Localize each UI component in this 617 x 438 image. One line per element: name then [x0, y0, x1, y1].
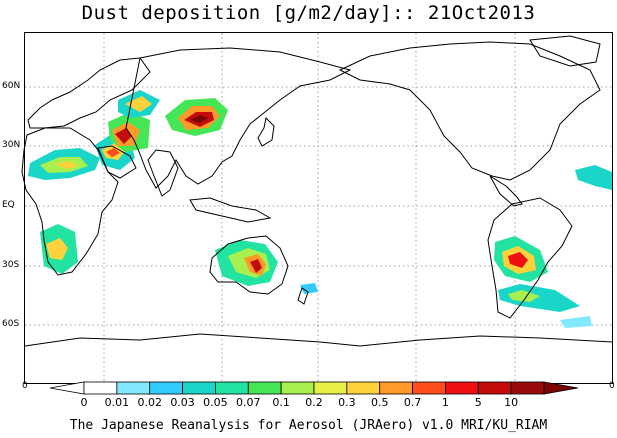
coast-central-america: [489, 175, 523, 207]
lat-label-60n: 60N: [2, 81, 21, 91]
colorbar-tick-label: 0: [80, 396, 88, 409]
credit-footer: The Japanese Reanalysis for Aerosol (JRA…: [69, 418, 548, 433]
coast-south-america: [487, 197, 573, 319]
colorbar-tick-label: 0.07: [236, 396, 261, 409]
colorbar-tick-label: 0.2: [305, 396, 323, 409]
colorbar-cell: [510, 381, 545, 395]
colorbar-tick-label: 5: [474, 396, 482, 409]
map-title: Dust deposition [g/m2/day]:: 21Oct2013: [81, 2, 536, 24]
colorbar-cell: [247, 381, 282, 395]
colorbar-cell: [182, 381, 216, 395]
dust-deposition-field: [28, 90, 612, 328]
colorbar-tick-label: 1: [441, 396, 449, 409]
coast-arabia: [97, 145, 137, 179]
colorbar-cell: [445, 381, 479, 395]
colorbar-cell: [83, 381, 118, 395]
colorbar-cell: [49, 381, 85, 395]
colorbar-cell: [280, 381, 315, 395]
colorbar-cell: [477, 381, 512, 395]
coast-greenland: [529, 35, 601, 67]
lat-label-eq: EQ: [2, 200, 15, 210]
colorbar-tick-label: 0.02: [137, 396, 162, 409]
coast-antarctica: [24, 333, 613, 347]
coast-north-america: [338, 41, 601, 181]
colorbar-tick-label: 0.01: [104, 396, 130, 409]
coast-europe: [27, 57, 151, 129]
colorbar-tick-label: 0.05: [203, 396, 228, 409]
colorbar-cell: [412, 381, 446, 395]
colorbar-cell: [346, 381, 381, 395]
colorbar-tick-label: 0.03: [170, 396, 195, 409]
colorbar-tick-label: 0.1: [272, 396, 290, 409]
colorbar-tick-label: 0.7: [403, 396, 422, 409]
colorbar-tick-label: 0.3: [338, 396, 356, 409]
coast-australia: [209, 235, 289, 295]
colorbar-cell: [379, 381, 413, 395]
lat-label-30n: 30N: [2, 140, 21, 150]
colorbar-tick-label: 10: [504, 396, 519, 409]
colorbar: [49, 381, 579, 395]
lon-label-right: 0: [609, 381, 615, 391]
coast-africa: [21, 127, 119, 276]
lon-label-left: 0: [22, 381, 28, 391]
coast-japan: [257, 116, 275, 147]
graticule: [25, 33, 612, 383]
coast-asia: [125, 47, 352, 189]
colorbar-cell: [116, 381, 151, 395]
lat-label-60s: 60S: [2, 319, 20, 329]
colorbar-cell: [215, 381, 249, 395]
lat-label-30s: 30S: [2, 260, 20, 270]
coast-indonesia: [189, 197, 272, 223]
coast-india: [147, 149, 179, 197]
colorbar-cell: [313, 381, 348, 395]
colorbar-cell: [149, 381, 183, 395]
colorbar-cell: [543, 381, 579, 395]
coast-new-zealand: [297, 287, 309, 305]
colorbar-tick-label: 0.5: [370, 396, 389, 409]
dust-atlantic: [575, 165, 612, 190]
coastlines: [21, 35, 613, 347]
